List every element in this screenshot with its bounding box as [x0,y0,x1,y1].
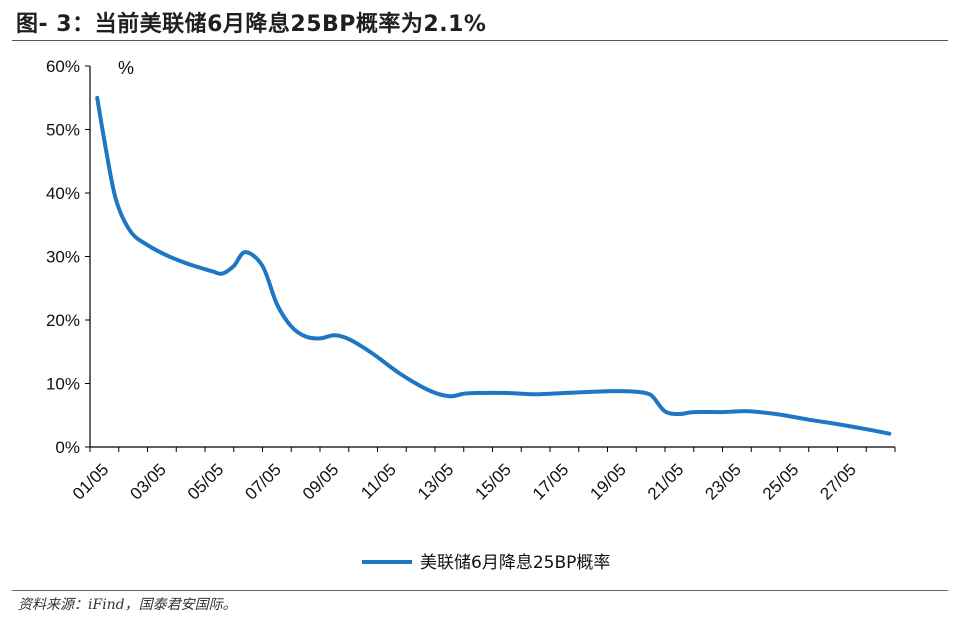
series-group [95,95,892,436]
title-divider [12,40,948,41]
legend: 美联储6月降息25BP概率 [362,553,610,573]
x-tick-label: 13/05 [414,460,458,504]
y-tick-label: 60% [46,57,80,76]
x-tick-label: 07/05 [241,460,285,504]
x-tick-label: 15/05 [471,460,515,504]
y-tick-label: 10% [46,375,80,394]
y-tick-label: 50% [46,121,80,140]
x-tick-label: 23/05 [701,460,745,504]
x-tick-label: 21/05 [644,460,688,504]
source-divider [12,590,948,591]
line-chart: 0% 10% 20% 30% 40% 50% 60% 01/05 03/05 05/05 07/0… [46,57,896,573]
x-tick-label: 11/05 [357,460,400,503]
x-tick-label: 05/05 [184,460,228,504]
y-tick-label: 0% [55,438,80,457]
series-line [95,95,892,436]
x-tick-label: 03/05 [126,460,170,504]
x-tick-label: 09/05 [299,460,343,504]
x-tick-label: 27/05 [816,460,860,504]
chart-title: 图- 3：当前美联储6月降息25BP概率为2.1% [16,12,487,37]
source-note: 资料来源：iFind，国泰君安国际。 [18,597,237,613]
x-axis-ticks: 01/05 03/05 05/05 07/05 09/05 11/05 13/05 15/05… [69,447,896,504]
chart-axes [89,66,895,448]
y-axis-ticks: 0% 10% 20% 30% 40% 50% 60% [46,57,90,457]
y-axis-unit-label: % [118,58,134,78]
x-tick-label: 17/05 [529,460,573,504]
y-tick-label: 30% [46,248,80,267]
x-tick-label: 01/05 [69,460,113,504]
legend-label: 美联储6月降息25BP概率 [420,553,610,573]
y-tick-label: 20% [46,311,80,330]
x-tick-label: 25/05 [759,460,803,504]
x-tick-label: 19/05 [586,460,630,504]
y-tick-label: 40% [46,184,80,203]
